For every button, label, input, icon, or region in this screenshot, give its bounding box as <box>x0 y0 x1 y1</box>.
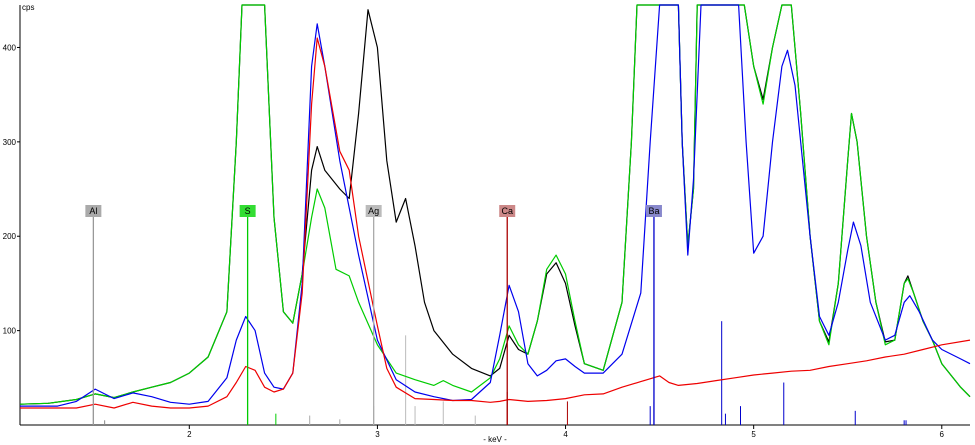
element-markers: Al S Ag Ca Ba <box>85 205 662 425</box>
marker-box-ca[interactable] <box>499 205 516 217</box>
x-tick-label-2: 2 <box>187 430 192 439</box>
x-tick-label-5: 5 <box>751 430 756 439</box>
y-axis-label: cps <box>22 3 34 12</box>
y-tick-label-300: 300 <box>3 138 17 147</box>
series-line-0 <box>19 4 971 405</box>
marker-label-ba: Ba <box>648 206 659 216</box>
series-line-3 <box>20 37 971 409</box>
marker-label-ca: Ca <box>501 206 513 216</box>
x-tick-label-3: 3 <box>375 430 380 439</box>
marker-label-s: S <box>245 206 251 216</box>
marker-label-al: Al <box>89 206 97 216</box>
axes: cps - keV - <box>19 3 970 444</box>
x-tick-label-6: 6 <box>940 430 945 439</box>
marker-label-ag: Ag <box>368 206 379 216</box>
y-tick-label-400: 400 <box>3 43 17 52</box>
series-line-1 <box>19 4 971 405</box>
series-line-2 <box>20 4 971 407</box>
y-tick-label-200: 200 <box>3 232 17 241</box>
marker-box-ba[interactable] <box>645 205 662 217</box>
marker-box-al[interactable] <box>85 205 102 217</box>
ticks: 2 3 4 5 6 100 200 300 400 <box>3 43 945 439</box>
marker-box-s[interactable] <box>239 205 256 217</box>
marker-box-ag[interactable] <box>365 205 382 217</box>
y-tick-label-100: 100 <box>3 327 17 336</box>
x-axis-label: - keV - <box>483 435 507 444</box>
x-tick-label-4: 4 <box>563 430 568 439</box>
spectrum-curves <box>19 4 971 409</box>
